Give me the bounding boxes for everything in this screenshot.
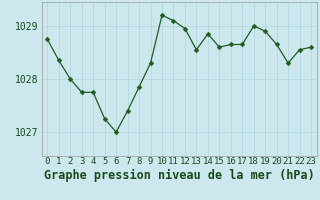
- X-axis label: Graphe pression niveau de la mer (hPa): Graphe pression niveau de la mer (hPa): [44, 169, 315, 182]
